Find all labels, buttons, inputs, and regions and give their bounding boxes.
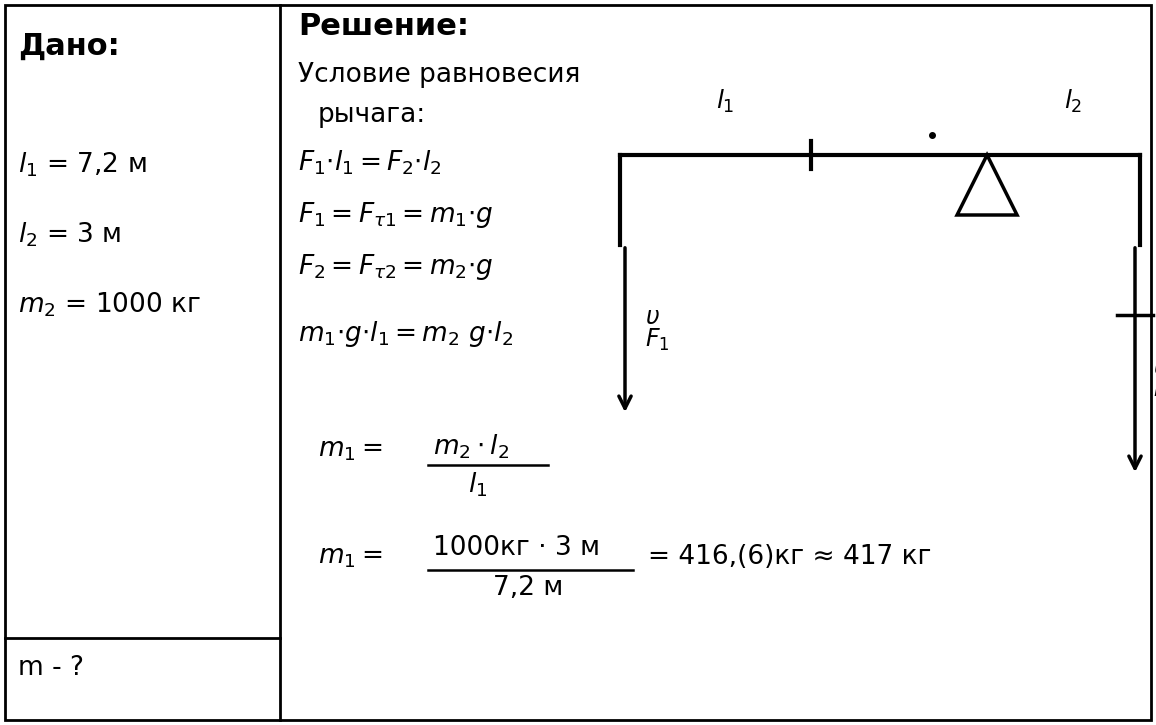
- Text: Условие равновесия: Условие равновесия: [298, 62, 580, 88]
- Text: $m_2 \cdot l_2$: $m_2 \cdot l_2$: [434, 432, 509, 460]
- Text: $l_1$ = 7,2 м: $l_1$ = 7,2 м: [18, 150, 147, 178]
- Text: Дано:: Дано:: [18, 32, 120, 61]
- Text: рычага:: рычага:: [318, 102, 427, 128]
- Text: $F_1= F_{\tau 1} = m_1{\cdot}g$: $F_1= F_{\tau 1} = m_1{\cdot}g$: [298, 200, 494, 230]
- Text: $m_1{\cdot}g{\cdot}l_1 = m_2\ g{\cdot}l_2$: $m_1{\cdot}g{\cdot}l_1 = m_2\ g{\cdot}l_…: [298, 319, 513, 349]
- Text: $\upsilon$
$F_1$: $\upsilon$ $F_1$: [645, 305, 669, 353]
- Text: $F_2= F_{\tau 2} = m_2{\cdot}g$: $F_2= F_{\tau 2} = m_2{\cdot}g$: [298, 252, 494, 282]
- Text: = 416,(6)кг ≈ 417 кг: = 416,(6)кг ≈ 417 кг: [649, 544, 932, 570]
- Text: $F_1{\cdot}l_1 = F_2{\cdot}l_2$: $F_1{\cdot}l_1 = F_2{\cdot}l_2$: [298, 148, 442, 176]
- Text: $l_1$: $l_1$: [468, 470, 488, 499]
- Text: $l_1$: $l_1$: [717, 88, 735, 115]
- Text: $l_2$ = 3 м: $l_2$ = 3 м: [18, 220, 121, 249]
- Text: $m_1 =$: $m_1 =$: [318, 544, 383, 570]
- Text: 1000кг · 3 м: 1000кг · 3 м: [434, 535, 600, 561]
- Text: $l_2$: $l_2$: [1065, 88, 1083, 115]
- Text: Решение:: Решение:: [298, 12, 469, 41]
- Text: $m_2$ = 1000 кг: $m_2$ = 1000 кг: [18, 290, 201, 318]
- Text: $\upsilon$
$F_2$: $\upsilon$ $F_2$: [1153, 355, 1156, 403]
- Text: m - ?: m - ?: [18, 655, 84, 681]
- Text: $m_1 =$: $m_1 =$: [318, 437, 383, 463]
- Text: 7,2 м: 7,2 м: [492, 575, 563, 601]
